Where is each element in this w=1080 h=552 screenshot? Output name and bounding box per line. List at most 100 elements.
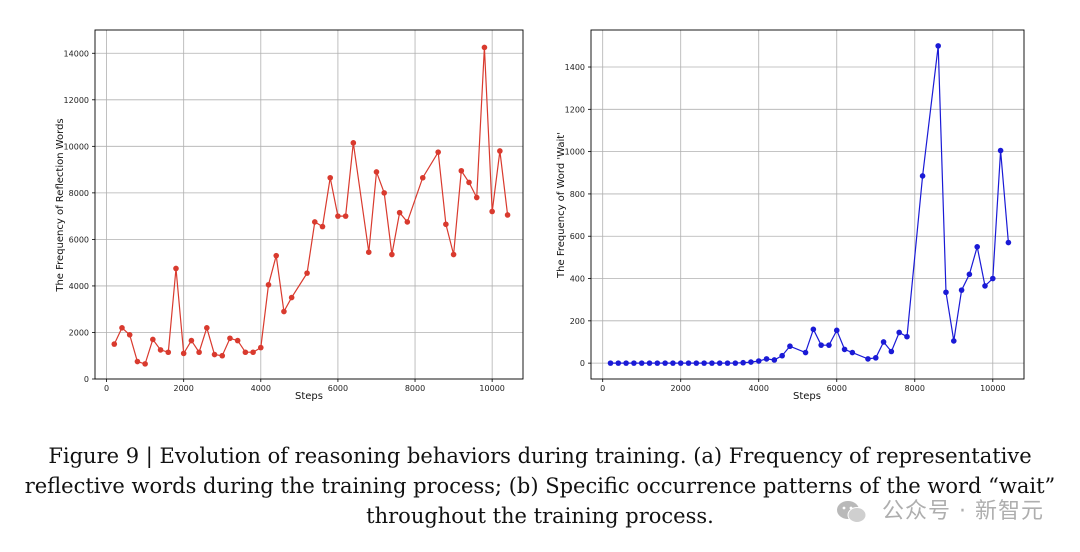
chart-a-frame	[94, 29, 524, 380]
chart-b-point-13	[709, 360, 715, 366]
chart-b-point-7	[662, 360, 668, 366]
chart-b-ytick-label-1: 200	[570, 317, 585, 326]
chart-b-point-0	[607, 360, 614, 366]
chart-a-point-27	[327, 174, 334, 181]
chart-b-point-38	[935, 43, 941, 49]
watermark-text: 公众号 · 新智元	[882, 499, 1044, 524]
chart-b-point-42	[966, 271, 973, 278]
chart-a-xtick-label-0: 0	[104, 384, 109, 393]
chart-b-ytick-label-6: 1200	[565, 105, 585, 114]
chart-a-xtick-label-3: 6000	[328, 384, 348, 393]
chart-a-point-3	[134, 358, 141, 365]
chart-b-point-29	[841, 346, 848, 353]
chart-b-point-11	[693, 360, 700, 366]
chart-b-point-27	[826, 342, 832, 348]
chart-b-ytick-label-7: 1400	[565, 63, 585, 72]
chart-b-point-9	[677, 360, 684, 366]
chart-a-point-38	[435, 149, 441, 155]
chart-a-point-46	[497, 148, 503, 154]
chart-b-point-47	[1005, 239, 1012, 246]
chart-b-ytick-label-4: 800	[570, 190, 585, 199]
chart-a-series-line	[113, 47, 509, 365]
chart-a-xtick-label-5: 10000	[479, 384, 504, 393]
chart-b-point-21	[771, 357, 778, 363]
chart-b-point-44	[982, 283, 988, 289]
chart-a-point-31	[365, 249, 372, 255]
chart-a-ytick-label-5: 10000	[64, 142, 89, 151]
chart-b-point-32	[872, 355, 879, 361]
chart-b-point-22	[779, 352, 785, 359]
chart-a-ytick-label-2: 4000	[69, 282, 89, 291]
chart-a-ytick-label-3: 6000	[69, 235, 89, 244]
chart-a-point-28	[335, 213, 341, 219]
chart-b-point-12	[701, 360, 707, 366]
chart-a-point-2	[126, 331, 133, 338]
chart-a-reflection-words: 0 2000 4000 6000 8000 10000 0 2000 4000 6000 8000 1…	[55, 29, 524, 402]
chart-a-point-34	[389, 251, 395, 258]
chart-b-xtick-label-2: 4000	[749, 384, 769, 393]
caption-line-1: Figure 9 | Evolution of reasoning behavi…	[48, 444, 1032, 468]
caption-line-3: throughout the training process.	[366, 504, 714, 528]
chart-b-point-45	[989, 275, 996, 282]
chart-a-point-7	[165, 349, 172, 356]
chart-a-point-8	[173, 265, 179, 272]
chart-a-point-32	[373, 169, 380, 175]
chart-a-ytick-label-0: 0	[84, 375, 89, 384]
chart-b-ytick-label-2: 400	[570, 275, 585, 284]
chart-a-point-9	[180, 350, 187, 357]
chart-a-xlabel: Steps	[295, 391, 323, 402]
chart-a-point-4	[142, 361, 148, 367]
chart-b-point-40	[950, 338, 957, 344]
chart-b-point-41	[958, 287, 965, 293]
chart-b-point-23	[787, 343, 793, 350]
chart-b-point-18	[748, 359, 754, 365]
chart-a-point-43	[473, 194, 480, 201]
chart-a-point-26	[319, 223, 326, 230]
chart-a-point-15	[227, 335, 233, 342]
chart-b-point-1	[615, 360, 622, 366]
chart-b-point-24	[802, 349, 809, 356]
chart-b-ytick-label-0: 0	[580, 359, 585, 368]
chart-b-point-8	[670, 360, 676, 366]
chart-a-point-39	[443, 221, 449, 228]
chart-b-xlabel: Steps	[793, 391, 821, 402]
chart-a-point-24	[304, 270, 310, 276]
chart-b-ytick-label-3: 600	[570, 232, 585, 241]
wechat-icon	[837, 501, 867, 523]
chart-a-point-14	[219, 352, 226, 359]
chart-b-point-5	[646, 360, 653, 366]
chart-b-point-4	[638, 360, 645, 366]
chart-b-point-26	[818, 342, 824, 348]
chart-a-ytick-label-1: 2000	[69, 328, 89, 337]
chart-a-point-17	[242, 349, 249, 356]
chart-a-point-13	[211, 351, 218, 358]
caption-line-2: reflective words during the training pro…	[24, 474, 1056, 498]
chart-a-point-19	[258, 344, 264, 351]
chart-a-point-36	[404, 219, 411, 225]
chart-a-point-21	[273, 252, 280, 259]
chart-a-point-0	[111, 341, 118, 347]
chart-a-point-1	[119, 325, 125, 331]
chart-b-xtick-label-1: 2000	[671, 384, 691, 393]
chart-b-xtick-label-0: 0	[600, 384, 605, 393]
chart-a-point-35	[396, 209, 403, 216]
chart-b-point-37	[919, 173, 926, 179]
chart-b-point-46	[997, 147, 1004, 154]
chart-a-xtick-label-2: 4000	[251, 384, 271, 393]
chart-a-point-30	[350, 140, 357, 146]
chart-a-ytick-label-4: 8000	[69, 189, 89, 198]
chart-b-point-19	[755, 358, 762, 364]
chart-a-point-6	[157, 347, 164, 353]
chart-a-point-11	[196, 349, 202, 356]
chart-a-ylabel: The Frequency of Reflection Words	[55, 118, 66, 292]
chart-b-ylabel: The Frequency of Word 'Wait'	[556, 132, 567, 279]
chart-a-point-33	[381, 190, 387, 196]
chart-b-xtick-label-4: 8000	[905, 384, 925, 393]
figure-caption: Figure 9 | Evolution of reasoning behavi…	[0, 441, 1080, 531]
chart-b-point-34	[888, 348, 895, 355]
chart-b-point-6	[654, 360, 661, 366]
chart-b-point-20	[763, 356, 770, 362]
chart-a-point-20	[265, 281, 272, 288]
chart-b-xtick-label-5: 10000	[980, 384, 1005, 393]
chart-a-point-12	[204, 325, 210, 331]
